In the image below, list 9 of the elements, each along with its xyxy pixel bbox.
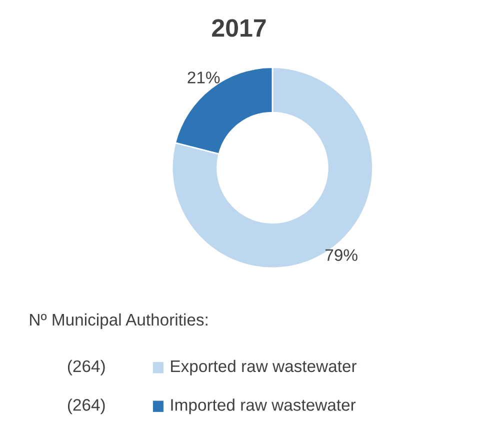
legend-label: Imported raw wastewater xyxy=(171,398,356,414)
data-label: 79% xyxy=(326,249,358,261)
donut-slice xyxy=(171,66,374,269)
data-label: 21% xyxy=(188,72,220,84)
legend-title: Nº Municipal Authorities: xyxy=(30,313,208,329)
text: (264) xyxy=(68,398,105,414)
chart-title: 2017 xyxy=(212,19,266,37)
text: (264) xyxy=(68,360,105,376)
legend-label: Exported raw wastewater xyxy=(171,360,357,376)
